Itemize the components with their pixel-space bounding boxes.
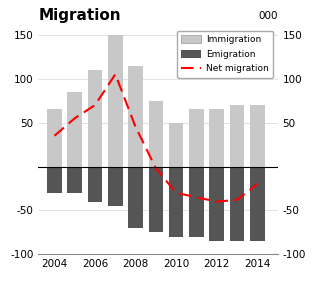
Bar [230, 105, 244, 166]
Bar [250, 105, 264, 166]
Bar [230, 166, 244, 241]
Bar [189, 166, 204, 237]
Bar [209, 166, 224, 241]
Bar [47, 110, 62, 166]
Bar [209, 110, 224, 166]
Text: Migration: Migration [38, 8, 121, 23]
Bar [68, 166, 82, 193]
Bar [149, 101, 163, 166]
Bar [68, 92, 82, 166]
Bar [189, 110, 204, 166]
Bar [88, 166, 102, 202]
Bar [169, 166, 183, 237]
Bar [88, 70, 102, 166]
Bar [128, 66, 143, 166]
Bar [108, 35, 122, 166]
Bar [128, 166, 143, 228]
Bar [47, 166, 62, 193]
Bar [250, 166, 264, 241]
Legend: Immigration, Emigration, Net migration: Immigration, Emigration, Net migration [177, 31, 273, 78]
Bar [149, 166, 163, 232]
Bar [108, 166, 122, 206]
Text: 000: 000 [258, 12, 278, 21]
Bar [169, 123, 183, 166]
